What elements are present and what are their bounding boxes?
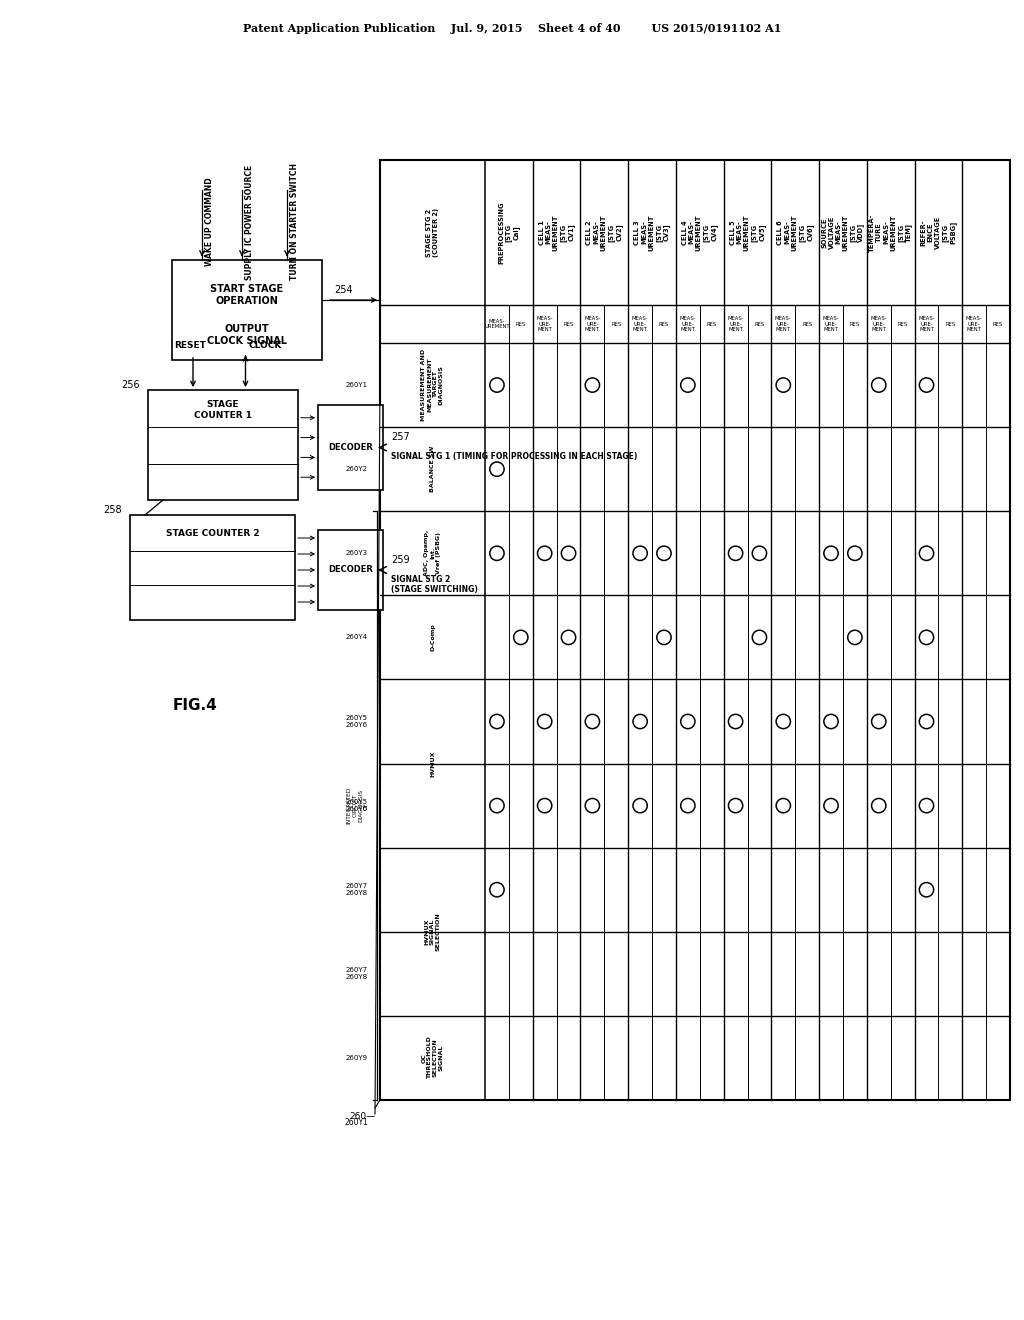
- Text: MEASUREMENT AND
MEASUREMENT
TARGET
DIAGNOSIS: MEASUREMENT AND MEASUREMENT TARGET DIAGN…: [421, 348, 443, 421]
- Bar: [318, 405, 383, 490]
- Text: MEAS-
URE-
MENT: MEAS- URE- MENT: [632, 315, 648, 333]
- Text: STAGE STG 2
(COUNTER 2): STAGE STG 2 (COUNTER 2): [426, 209, 439, 257]
- Text: 260—: 260—: [349, 1111, 375, 1121]
- Text: RES: RES: [755, 322, 765, 326]
- Text: TEMPERA-
TURE
MEAS-
UREMENT
[STG
TEM]: TEMPERA- TURE MEAS- UREMENT [STG TEM]: [869, 214, 912, 252]
- Bar: [148, 389, 298, 500]
- Text: STAGE COUNTER 2: STAGE COUNTER 2: [166, 529, 259, 539]
- Text: MEAS-
URE-
MENT: MEAS- URE- MENT: [870, 315, 887, 333]
- Text: MEAS-
URE-
MENT: MEAS- URE- MENT: [919, 315, 935, 333]
- Text: FIG.4: FIG.4: [173, 697, 217, 713]
- Text: 260Y2: 260Y2: [346, 466, 368, 473]
- Text: 257: 257: [391, 433, 410, 442]
- Text: PREPROCESSING
[STG
Cal]: PREPROCESSING [STG Cal]: [498, 201, 520, 264]
- Text: RES: RES: [658, 322, 669, 326]
- Text: MEAS-
URE-
MENT: MEAS- URE- MENT: [680, 315, 696, 333]
- Bar: [380, 160, 1010, 1100]
- Text: OUTPUT
CLOCK SIGNAL: OUTPUT CLOCK SIGNAL: [207, 325, 287, 346]
- Text: 254: 254: [334, 285, 352, 294]
- Text: CELL 1
MEAS-
UREMENT
[STG
CV1]: CELL 1 MEAS- UREMENT [STG CV1]: [539, 214, 574, 251]
- Text: RES: RES: [707, 322, 717, 326]
- Text: RES: RES: [563, 322, 573, 326]
- Text: RESET: RESET: [174, 341, 206, 350]
- Text: HVMUX: HVMUX: [430, 750, 435, 776]
- Text: WAKE UP COMMAND: WAKE UP COMMAND: [205, 178, 214, 267]
- Text: 260Y5
260Y6: 260Y5 260Y6: [346, 715, 368, 729]
- Text: 260Y7
260Y8: 260Y7 260Y8: [346, 968, 368, 981]
- Bar: [172, 260, 322, 360]
- Text: MEAS-
URE-
MENT: MEAS- URE- MENT: [775, 315, 792, 333]
- Text: 260Y5
260Y6: 260Y5 260Y6: [346, 799, 368, 812]
- Text: ADC, Opamp,
Int.
Vref (PSBG): ADC, Opamp, Int. Vref (PSBG): [424, 531, 440, 577]
- Text: INTEGRATED
CIRCUIT
DIAGNOSIS
OF: INTEGRATED CIRCUIT DIAGNOSIS OF: [346, 787, 369, 824]
- Text: 260Y9: 260Y9: [346, 1055, 368, 1061]
- Text: OC
THRESHOLD
SELECTION
SIGNAL: OC THRESHOLD SELECTION SIGNAL: [421, 1036, 443, 1080]
- Text: RES: RES: [945, 322, 955, 326]
- Text: CLOCK: CLOCK: [249, 341, 282, 350]
- Text: RES: RES: [611, 322, 622, 326]
- Text: RES: RES: [516, 322, 526, 326]
- Text: MEAS-
URE-
MENT: MEAS- URE- MENT: [537, 315, 553, 333]
- Text: 260Y3: 260Y3: [346, 550, 368, 556]
- Text: CELL 5
MEAS-
UREMENT
[STG
CV5]: CELL 5 MEAS- UREMENT [STG CV5]: [729, 214, 765, 251]
- Text: STAGE
COUNTER 1: STAGE COUNTER 1: [194, 400, 252, 420]
- Text: 256: 256: [122, 380, 140, 389]
- Text: DECODER: DECODER: [328, 565, 373, 574]
- Text: RES: RES: [802, 322, 812, 326]
- Text: 260Y7
260Y8: 260Y7 260Y8: [346, 883, 368, 896]
- Bar: [130, 515, 295, 620]
- Text: CELL 6
MEAS-
UREMENT
[STG
CV6]: CELL 6 MEAS- UREMENT [STG CV6]: [777, 214, 813, 251]
- Text: RES: RES: [850, 322, 860, 326]
- Text: 259: 259: [391, 554, 410, 565]
- Bar: [318, 531, 383, 610]
- Text: DECODER: DECODER: [328, 444, 373, 451]
- Text: CELL 4
MEAS-
UREMENT
[STG
CV4]: CELL 4 MEAS- UREMENT [STG CV4]: [682, 214, 718, 251]
- Text: MEAS-
URE-
MENT: MEAS- URE- MENT: [966, 315, 982, 333]
- Text: 258: 258: [103, 506, 122, 515]
- Text: SOURCE
VOLTAGE
MEAS-
UREMENT
[STG
VDD]: SOURCE VOLTAGE MEAS- UREMENT [STG VDD]: [821, 214, 864, 251]
- Text: SIGNAL STG 1 (TIMING FOR PROCESSING IN EACH STAGE): SIGNAL STG 1 (TIMING FOR PROCESSING IN E…: [391, 453, 637, 462]
- Text: RES: RES: [993, 322, 1004, 326]
- Text: START STAGE
OPERATION: START STAGE OPERATION: [211, 284, 284, 306]
- Text: Patent Application Publication    Jul. 9, 2015    Sheet 4 of 40        US 2015/0: Patent Application Publication Jul. 9, 2…: [243, 22, 781, 33]
- Text: MEAS-
URE-
MENT: MEAS- URE- MENT: [584, 315, 601, 333]
- Text: 260Y4: 260Y4: [346, 635, 368, 640]
- Text: RES: RES: [897, 322, 907, 326]
- Text: MEAS-
UREMENT: MEAS- UREMENT: [484, 318, 510, 330]
- Text: 260Y1: 260Y1: [344, 1118, 368, 1127]
- Text: REFER-
ENCE
VOLTAGE
[STG
PSBG]: REFER- ENCE VOLTAGE [STG PSBG]: [921, 216, 956, 249]
- Text: D-Comp: D-Comp: [430, 623, 435, 651]
- Text: SUPPLY IC POWER SOURCE: SUPPLY IC POWER SOURCE: [245, 165, 254, 280]
- Text: CELL 2
MEAS-
UREMENT
[STG
CV2]: CELL 2 MEAS- UREMENT [STG CV2]: [587, 214, 623, 251]
- Text: SIGNAL STG 2
(STAGE SWITCHING): SIGNAL STG 2 (STAGE SWITCHING): [391, 576, 478, 594]
- Text: TURN ON STARTER SWITCH: TURN ON STARTER SWITCH: [290, 164, 299, 281]
- Text: CELL 3
MEAS-
UREMENT
[STG
CV3]: CELL 3 MEAS- UREMENT [STG CV3]: [634, 214, 670, 251]
- Text: 260Y1: 260Y1: [346, 381, 368, 388]
- Text: HVMUX
SIGNAL
SELECTION: HVMUX SIGNAL SELECTION: [424, 912, 440, 952]
- Text: MEAS-
URE-
MENT: MEAS- URE- MENT: [822, 315, 840, 333]
- Text: MEAS-
URE-
MENT: MEAS- URE- MENT: [727, 315, 743, 333]
- Text: BALANCE SW: BALANCE SW: [430, 446, 435, 492]
